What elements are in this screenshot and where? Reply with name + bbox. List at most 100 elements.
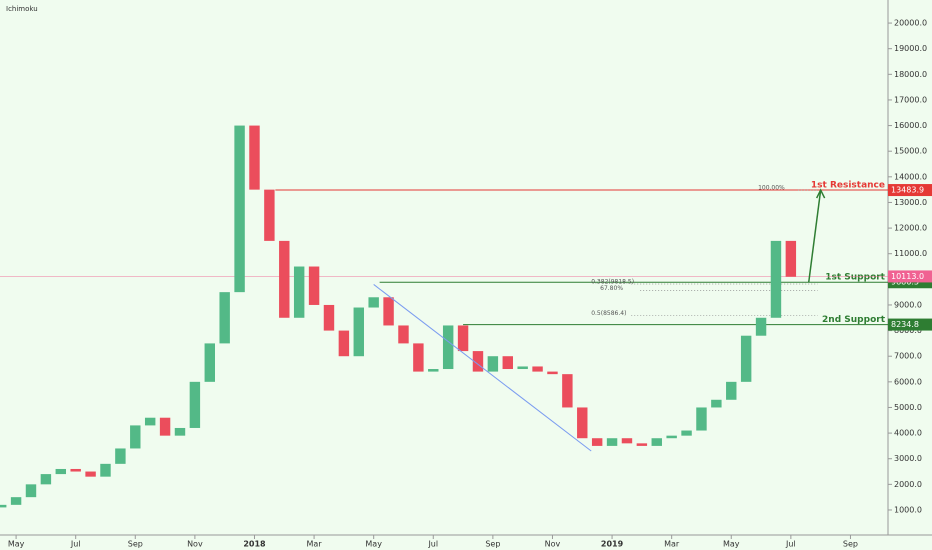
candle-body xyxy=(219,292,230,344)
candle-body xyxy=(457,325,469,352)
price-label: 13483.9 xyxy=(891,186,924,195)
candle-body xyxy=(308,266,320,305)
price-box xyxy=(888,184,932,197)
level-name: 1st Support xyxy=(825,273,885,283)
candle-body xyxy=(636,443,648,446)
candle-body xyxy=(487,356,499,372)
arrow xyxy=(807,189,822,283)
candle-body xyxy=(100,463,111,477)
candle-body xyxy=(368,297,379,308)
y-tick-label: 19000.0 xyxy=(894,44,927,53)
candle-body xyxy=(10,497,22,505)
y-tick-label: 3000.0 xyxy=(894,454,922,463)
fib-label: 0.382(9818.5) xyxy=(591,278,634,285)
trendline xyxy=(373,284,592,452)
y-tick-label: 5000.0 xyxy=(894,403,922,412)
y-tick-label: 6000.0 xyxy=(894,377,922,386)
candle-body xyxy=(726,381,737,400)
candle-body xyxy=(740,335,752,382)
y-tick-label: 8000.0 xyxy=(894,326,922,335)
y-tick-label: 15000.0 xyxy=(894,147,927,156)
candle-body xyxy=(279,240,290,318)
arrow-head xyxy=(815,188,826,199)
level-name: 2nd Support xyxy=(822,315,886,325)
candle-body xyxy=(442,325,454,370)
candle-body xyxy=(174,427,186,436)
x-tick-label: 2018 xyxy=(243,540,266,549)
price-label: 8234.8 xyxy=(891,320,919,329)
candle-body xyxy=(144,417,156,426)
x-tick-label: Nov xyxy=(187,540,203,549)
candle-body xyxy=(398,325,409,344)
candle-body xyxy=(651,438,662,446)
x-tick-label: Mar xyxy=(664,540,680,549)
candle-body xyxy=(249,125,260,190)
candle-body xyxy=(562,374,573,408)
candle-body xyxy=(428,369,439,372)
candle-body xyxy=(338,330,350,357)
candle-body xyxy=(115,448,126,464)
candle-body xyxy=(413,343,424,372)
candle-body xyxy=(0,504,7,508)
x-tick-label: Jul xyxy=(785,540,796,549)
candle-body xyxy=(681,430,692,436)
y-tick-label: 14000.0 xyxy=(894,172,927,181)
candle-body xyxy=(353,307,364,357)
x-tick-label: Sep xyxy=(843,540,858,549)
candle-body xyxy=(711,399,722,408)
fib-label: 100.00% xyxy=(758,185,785,192)
x-tick-label: Sep xyxy=(485,540,500,549)
candle-body xyxy=(502,356,513,370)
level-name: 1st Resistance xyxy=(811,181,885,191)
indicator-label: Ichimoku xyxy=(6,5,38,13)
x-tick-label: May xyxy=(723,540,740,549)
y-tick-label: 1000.0 xyxy=(894,505,922,514)
x-tick-label: Sep xyxy=(128,540,143,549)
candle-body xyxy=(85,471,96,477)
y-tick-label: 16000.0 xyxy=(894,121,927,130)
candle-body xyxy=(55,468,67,475)
price-box xyxy=(888,270,932,283)
candle-body xyxy=(666,435,677,439)
candle-body xyxy=(40,474,52,485)
candle-body xyxy=(264,189,275,241)
candle-body xyxy=(383,297,394,326)
candle-body xyxy=(25,484,37,498)
candle-body xyxy=(234,125,245,293)
y-tick-label: 12000.0 xyxy=(894,224,927,233)
x-tick-label: May xyxy=(8,540,25,549)
candle-body xyxy=(770,240,782,318)
x-tick-label: May xyxy=(365,540,382,549)
candle-body xyxy=(696,407,707,431)
y-tick-label: 4000.0 xyxy=(894,429,922,438)
candle-body xyxy=(204,343,215,382)
y-tick-label: 17000.0 xyxy=(894,95,927,104)
candle-body xyxy=(547,371,558,375)
candle-body xyxy=(189,381,201,428)
candle-body xyxy=(785,240,797,277)
candle-body xyxy=(159,417,171,436)
y-tick-label: 9000.0 xyxy=(894,300,922,309)
candle-body xyxy=(591,438,603,446)
x-tick-label: Jul xyxy=(70,540,81,549)
candle-body xyxy=(621,438,633,444)
x-tick-label: Mar xyxy=(307,540,323,549)
candle-body xyxy=(517,366,528,370)
candle-body xyxy=(323,304,335,331)
y-tick-label: 13000.0 xyxy=(894,198,927,207)
candle-body xyxy=(130,425,141,449)
candle-body xyxy=(755,317,767,336)
fib-label: 0.5(8586.4) xyxy=(591,310,626,317)
y-tick-label: 7000.0 xyxy=(894,352,922,361)
y-tick-label: 11000.0 xyxy=(894,249,927,258)
candle-body xyxy=(472,351,484,372)
y-tick-label: 2000.0 xyxy=(894,480,922,489)
x-tick-label: 2019 xyxy=(601,540,624,549)
fib-label: 67.80% xyxy=(600,285,623,292)
price-box xyxy=(888,318,932,331)
x-tick-label: Jul xyxy=(427,540,438,549)
price-label: 10113.0 xyxy=(891,272,924,281)
x-tick-label: Nov xyxy=(545,540,561,549)
candle-body xyxy=(70,468,81,472)
